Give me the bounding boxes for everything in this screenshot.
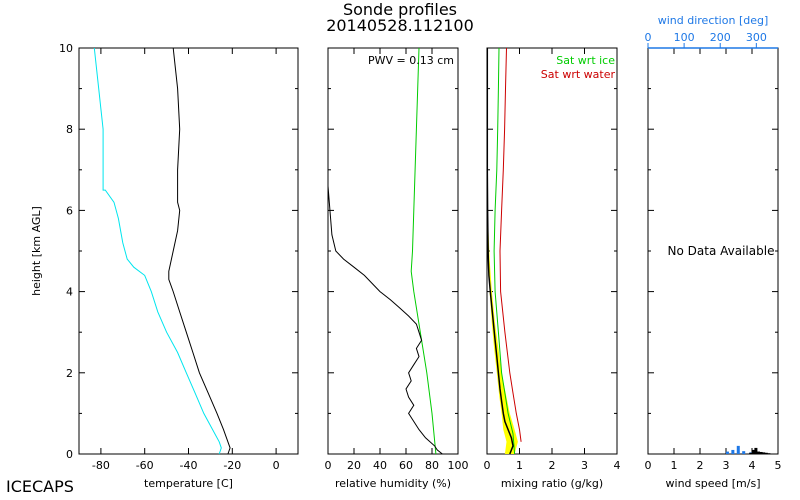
y-tick-label: 10 [59,42,73,55]
x-tick-label: 100 [448,459,469,472]
x-tick-label: 0 [484,459,491,472]
direction-bar [742,451,746,454]
direction-bar [725,451,729,454]
x-axis-label: temperature [C] [144,477,233,490]
speed-bar [757,451,760,454]
x-tick-label: -60 [136,459,154,472]
sat-water-line [499,47,522,442]
mixing-ratio-range-band [487,226,518,454]
y-tick-label: 0 [66,448,73,461]
speed-bar [754,447,758,454]
wind-panel: 0 1 2 3 4 5 wind speed [m/s] 0 100 200 300 wind dir… [645,14,782,490]
x-tick-label: 0 [645,459,652,472]
direction-bar [736,445,740,454]
x-tick-label: 3 [581,459,588,472]
x-tick-label: 3 [723,459,730,472]
x-tick-label: 20 [347,459,361,472]
x-tick-label: 2 [697,459,704,472]
x2-axis-label: wind direction [deg] [658,14,769,27]
temperature-panel-frame [78,47,299,455]
y-tick-label: 4 [66,286,73,299]
legend-sat-ice: Sat wrt ice [556,54,615,67]
speed-bar [751,449,755,454]
speed-bar [762,452,766,454]
x-tick-label: 4 [614,459,621,472]
brand-label: ICECAPS [6,477,74,496]
rh-sat-ice-line [410,47,437,455]
y-tick-label: 2 [66,367,73,380]
x-axis-label: relative humidity (%) [335,477,451,490]
rh-panel-frame [327,47,459,455]
y-tick-label: 6 [66,204,73,217]
legend-sat-water: Sat wrt water [541,68,616,81]
x-axis-label: wind speed [m/s] [666,477,761,490]
x2-tick-label: 0 [645,31,652,44]
temperature-line [168,47,231,455]
pwv-annotation: PWV = 0.13 cm [368,54,454,67]
direction-bar [731,449,735,454]
x-tick-label: -40 [180,459,198,472]
speed-bar [759,451,763,454]
mixing-ratio-line [486,48,514,455]
x2-tick-label: 200 [710,31,731,44]
mixing-ratio-panel-frame [486,47,618,455]
relative-humidity-panel: 0 20 40 60 80 100 relative humidity (%) PWV = 0… [325,47,469,490]
sat-ice-line [493,47,516,455]
x-tick-label: 1 [671,459,678,472]
rh-line [327,48,443,455]
x-tick-label: -20 [223,459,241,472]
x-tick-label: 0 [325,459,332,472]
x-tick-label: 80 [425,459,439,472]
no-data-message: No Data Available [668,244,775,258]
x-tick-label: 60 [399,459,413,472]
x-axis-label: mixing ratio (g/kg) [501,477,603,490]
chart-subtitle: 20140528.112100 [326,16,474,35]
speed-bar [764,452,768,454]
speed-bar [767,453,771,454]
chart-title: Sonde profiles [342,0,458,19]
x-tick-label: 40 [373,459,387,472]
x-tick-label: 1 [516,459,523,472]
y-tick-label: 8 [66,123,73,136]
x2-tick-label: 100 [674,31,695,44]
x-tick-label: 5 [775,459,782,472]
x-tick-label: -80 [92,459,110,472]
x-tick-label: 4 [749,459,756,472]
speed-bar [749,452,753,454]
y-axis-label: height [km AGL] [30,206,43,296]
dewpoint-line [93,47,222,455]
x2-tick-label: 300 [746,31,767,44]
temperature-panel: -80 -60 -40 -20 0 temperature [C] 0 2 4 6 8 10 heigh… [30,42,299,490]
x-tick-label: 0 [273,459,280,472]
x-tick-label: 2 [549,459,556,472]
